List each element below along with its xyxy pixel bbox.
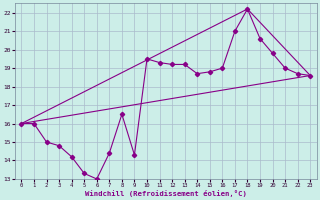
X-axis label: Windchill (Refroidissement éolien,°C): Windchill (Refroidissement éolien,°C): [85, 190, 247, 197]
